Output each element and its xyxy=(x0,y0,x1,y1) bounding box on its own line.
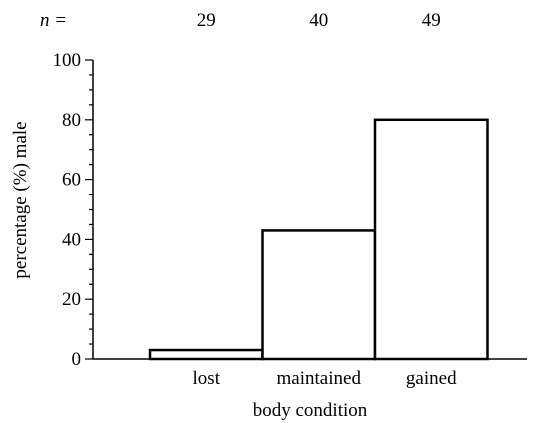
x-tick-label-maintained: maintained xyxy=(277,368,362,389)
sample-size-labels: 29 40 49 xyxy=(197,10,441,31)
x-axis-label: body condition xyxy=(253,400,368,421)
y-tick-label: 20 xyxy=(62,289,81,310)
y-tick-label: 40 xyxy=(62,229,81,250)
y-tick-label: 80 xyxy=(62,110,81,131)
sample-size-prefix: n = xyxy=(40,10,67,31)
bar-lost xyxy=(148,348,264,361)
bar-gained xyxy=(373,118,489,361)
y-axis-ticks: 0 20 40 60 80 100 xyxy=(53,50,93,370)
x-axis-tick-labels: lost maintained gained xyxy=(193,368,458,389)
sample-size-maintained: 40 xyxy=(309,10,328,31)
x-tick-label-gained: gained xyxy=(406,368,457,389)
bars-group xyxy=(148,118,489,361)
x-tick-label-lost: lost xyxy=(193,368,221,389)
y-tick-label: 0 xyxy=(72,349,82,370)
sample-size-gained: 49 xyxy=(422,10,441,31)
bar-maintained xyxy=(261,229,377,361)
y-axis-label: percentage (%) male xyxy=(10,121,31,278)
y-tick-label: 60 xyxy=(62,170,81,191)
sample-size-lost: 29 xyxy=(197,10,216,31)
y-tick-label: 100 xyxy=(53,50,82,71)
